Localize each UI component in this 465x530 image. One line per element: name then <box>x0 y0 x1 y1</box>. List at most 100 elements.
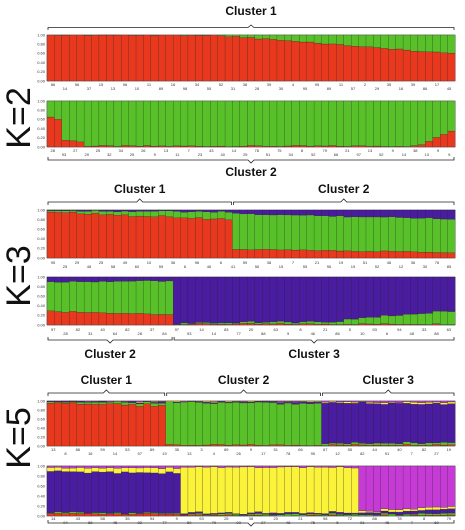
ancestry-bar-red <box>299 145 307 148</box>
x-tick-label: 82 <box>125 327 130 332</box>
ancestry-bar-purple <box>299 513 307 515</box>
ancestry-bar-green <box>328 34 337 45</box>
ancestry-bar-green <box>388 216 396 252</box>
ancestry-bar-purple <box>135 276 144 281</box>
x-tick-label: 20 <box>249 327 254 332</box>
ancestry-bar-purple <box>417 209 426 219</box>
ancestry-bar-red <box>128 216 137 259</box>
x-tick-label: 25 <box>63 264 68 269</box>
x-tick-label: 13 <box>424 152 429 157</box>
ancestry-bar-green <box>410 313 419 325</box>
ancestry-bar-red <box>76 213 85 259</box>
ancestry-bar-purple <box>128 276 137 282</box>
x-tick-label: 91 <box>385 451 390 456</box>
ancestry-bar-red <box>187 514 196 517</box>
ancestry-bar-green <box>254 214 263 250</box>
y-tick-label: 1.00 <box>37 274 46 279</box>
x-tick-label: 82 <box>137 520 142 525</box>
cluster-brace <box>233 198 455 205</box>
ancestry-bar-red <box>232 323 241 326</box>
ancestry-bar-red <box>247 145 255 148</box>
ancestry-bar-green <box>321 443 330 446</box>
x-tick-label: 75 <box>311 520 316 525</box>
k2-panel-2: 1.00 0.80 0.60 0.40 0.20 0.00 28 93 27 29 25 32 34 25… <box>37 98 456 179</box>
x-tick-label: 7 <box>411 520 414 525</box>
x-tick-label: 51 <box>363 260 368 265</box>
ancestry-bar-red <box>150 216 159 259</box>
x-tick-label: 28 <box>63 331 68 336</box>
ancestry-bar-green <box>172 100 181 146</box>
ancestry-bar-purple <box>276 209 285 215</box>
ancestry-bar-purple <box>210 513 218 515</box>
ancestry-bar-green <box>98 281 107 313</box>
x-tick-label: 10 <box>147 260 152 265</box>
ancestry-bar-green <box>224 34 233 37</box>
ancestry-bar-red <box>447 130 456 148</box>
ancestry-bar-purple <box>202 209 211 212</box>
ancestry-bar-red <box>306 514 315 517</box>
ancestry-bar-red <box>210 514 218 517</box>
x-tick-label: 13 <box>111 86 116 91</box>
ancestry-bar-purple <box>336 276 345 322</box>
ancestry-bar-green <box>410 100 419 146</box>
x-tick-label: 21 <box>345 148 350 153</box>
ancestry-bar-purple <box>343 209 352 218</box>
ancestry-bar-red <box>46 310 55 326</box>
x-tick-label: 39 <box>267 82 272 87</box>
ancestry-bar-yellow <box>61 468 70 472</box>
x-tick-label: 88 <box>372 516 377 521</box>
ancestry-bar-red <box>195 323 204 326</box>
ancestry-bar-green <box>447 219 456 253</box>
ancestry-bar-yellow <box>343 467 352 514</box>
ancestry-bar-green <box>380 100 389 147</box>
ancestry-bar-green <box>306 403 315 446</box>
x-tick-label: 29 <box>375 86 380 91</box>
ancestry-bar-magenta <box>98 465 107 469</box>
ancestry-bar-green <box>172 513 181 515</box>
x-tick-label: 7 <box>292 260 295 265</box>
ancestry-bar-green <box>276 514 285 517</box>
ancestry-bar-purple <box>143 276 152 281</box>
ancestry-bar-red <box>432 444 441 447</box>
ancestry-bar-red <box>187 324 196 326</box>
ancestry-bar-magenta <box>365 400 374 403</box>
ancestry-bar-magenta <box>135 400 144 403</box>
x-tick-label: 48 <box>286 520 291 525</box>
ancestry-bar-red <box>232 444 241 447</box>
ancestry-bar-red <box>306 145 315 148</box>
ancestry-bar-purple <box>343 276 352 320</box>
ancestry-bar-red <box>135 313 144 326</box>
ancestry-bar-purple <box>269 209 278 216</box>
ancestry-bar-purple <box>299 401 307 404</box>
ancestry-bar-red <box>306 250 315 259</box>
ancestry-bar-red <box>69 311 77 326</box>
ancestry-bar-green <box>217 211 226 219</box>
x-tick-label: 45 <box>113 520 118 525</box>
ancestry-bar-magenta <box>180 400 189 402</box>
ancestry-bar-green <box>239 34 248 38</box>
ancestry-bar-green <box>358 216 367 252</box>
ancestry-bar-green <box>291 100 300 146</box>
ancestry-bar-green <box>351 34 359 47</box>
ancestry-bar-purple <box>83 209 92 212</box>
ancestry-bar-green <box>447 442 456 445</box>
ancestry-bar-magenta <box>425 400 434 403</box>
cluster-brace <box>47 24 455 30</box>
ancestry-bar-yellow <box>373 402 382 404</box>
ancestry-bar-red <box>83 312 92 326</box>
ancestry-bar-green <box>373 34 382 48</box>
x-tick-label: 14 <box>232 148 237 153</box>
x-tick-label: 38 <box>413 148 418 153</box>
ancestry-bar-red <box>202 323 211 326</box>
ancestry-bar-green <box>247 321 255 324</box>
ancestry-bar-green <box>180 100 189 147</box>
ancestry-bar-green <box>402 34 411 51</box>
ancestry-bar-yellow <box>395 509 404 513</box>
ancestry-bar-purple <box>388 511 396 515</box>
ancestry-bar-red <box>388 323 396 326</box>
ancestry-bar-purple <box>269 276 278 322</box>
ancestry-bar-red <box>121 313 129 326</box>
ancestry-bar-red <box>98 404 107 447</box>
ancestry-bar-red <box>187 35 196 82</box>
ancestry-bar-purple <box>247 512 255 515</box>
